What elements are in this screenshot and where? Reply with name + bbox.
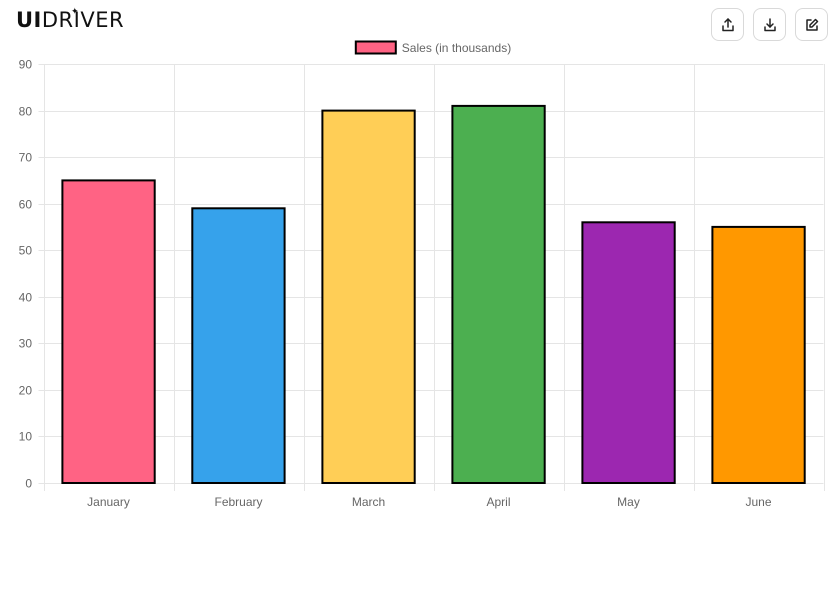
y-tick-label: 90 — [19, 58, 33, 72]
edit-button[interactable] — [795, 8, 828, 41]
bar-march — [321, 109, 416, 484]
x-tick-label: May — [617, 495, 640, 509]
y-tick-label: 50 — [19, 244, 33, 258]
legend-label: Sales (in thousands) — [402, 41, 511, 55]
x-tick-label: January — [87, 495, 130, 509]
sparkle-icon: ✦ — [71, 6, 79, 16]
y-tick-label: 60 — [19, 198, 33, 212]
download-button[interactable] — [753, 8, 786, 41]
x-tick-label: February — [214, 495, 262, 509]
chart-toolbar — [711, 8, 828, 41]
y-tick-label: 40 — [19, 291, 33, 305]
x-tick-label: June — [745, 495, 771, 509]
share-button[interactable] — [711, 8, 744, 41]
brand-logo: UIDRIVER ✦ — [16, 6, 125, 32]
download-icon — [763, 17, 776, 31]
bar-january — [61, 179, 156, 484]
y-tick-label: 0 — [25, 477, 32, 491]
share-icon — [721, 17, 734, 31]
y-tick-label: 20 — [19, 384, 33, 398]
edit-icon — [805, 18, 818, 31]
y-tick-label: 70 — [19, 151, 33, 165]
bar-february — [191, 207, 286, 485]
y-tick-label: 80 — [19, 105, 33, 119]
y-tick-label: 10 — [19, 430, 33, 444]
y-tick-label: 30 — [19, 337, 33, 351]
x-tick-label: April — [486, 495, 510, 509]
brand-logo-text: UIDRIVER — [16, 8, 125, 32]
bar-april — [451, 104, 546, 485]
x-tick-label: March — [352, 495, 385, 509]
bar-may — [581, 221, 676, 485]
bar-june — [711, 225, 806, 484]
legend-swatch — [354, 40, 397, 55]
